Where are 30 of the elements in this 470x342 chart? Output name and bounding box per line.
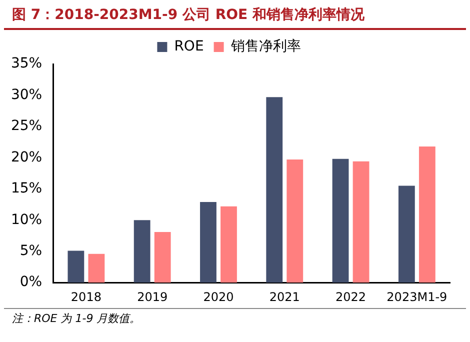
bar — [154, 232, 171, 283]
x-tick-label: 2019 — [137, 290, 168, 304]
bar — [88, 254, 105, 283]
bar — [352, 161, 370, 283]
x-tick-label: 2020 — [203, 290, 234, 304]
x-tick-label: 2018 — [70, 290, 102, 304]
y-tick-label: 35% — [10, 56, 42, 72]
x-tick-label: 2023M1-9 — [386, 290, 448, 304]
y-tick-label: 5% — [20, 243, 42, 260]
bar — [418, 146, 436, 283]
bar — [134, 220, 150, 283]
bar — [266, 97, 283, 283]
bar — [332, 158, 349, 283]
bar — [286, 160, 304, 283]
bar — [200, 202, 216, 283]
y-tick-label: 30% — [10, 86, 42, 103]
text: 注：ROE 为 1-9 月数值。 — [4, 308, 466, 328]
y-tick-label: 25% — [10, 118, 42, 134]
bar — [68, 250, 84, 283]
bar — [398, 186, 415, 283]
x-tick-label: 2021 — [269, 290, 300, 304]
y-tick-label: 10% — [10, 212, 42, 228]
x-tick-label: 2022 — [336, 290, 366, 304]
chart-title: 图 7：2018-2023M1-9 公司 ROE 和销售净利率情况 — [4, 0, 466, 30]
legend-label: 销售净利率 — [230, 38, 301, 55]
y-tick-label: 15% — [10, 180, 42, 197]
legend-label: ROE — [174, 38, 204, 55]
bar — [220, 206, 237, 283]
y-tick-label: 0% — [20, 274, 42, 290]
y-tick-label: 20% — [10, 149, 42, 166]
